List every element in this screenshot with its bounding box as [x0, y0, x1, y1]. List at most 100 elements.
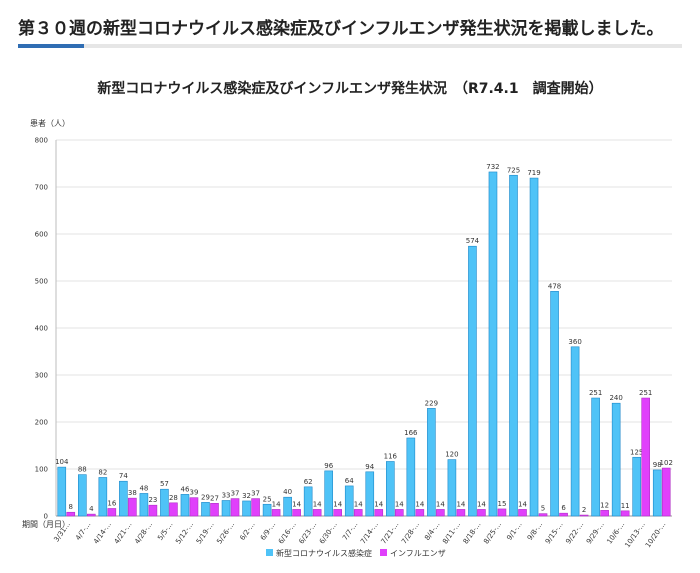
- covid-bar: [406, 437, 416, 517]
- x-tick-label: 5/5-...: [156, 521, 174, 542]
- covid-value-label: 40: [283, 488, 292, 496]
- flu-value-label: 37: [251, 490, 260, 498]
- flu-value-label: 14: [436, 500, 445, 508]
- covid-value-label: 229: [425, 399, 438, 407]
- covid-value-label: 360: [568, 338, 581, 346]
- flu-bar: [538, 513, 548, 517]
- flu-bar: [292, 509, 301, 517]
- heading-divider-accent: [18, 44, 84, 48]
- flu-bar: [620, 510, 630, 517]
- flu-value-label: 11: [621, 502, 630, 510]
- covid-bar: [78, 474, 87, 517]
- covid-bar: [550, 291, 559, 517]
- flu-bar: [415, 509, 425, 517]
- flu-bar: [477, 509, 486, 517]
- covid-bar: [303, 486, 313, 517]
- x-tick-label: 9/1-...: [505, 521, 523, 542]
- covid-bar: [242, 500, 251, 517]
- x-tick-label: 9/15-...: [544, 521, 565, 546]
- legend-label-covid: 新型コロナウイルス感染症: [276, 548, 372, 558]
- flu-value-label: 14: [292, 500, 301, 508]
- x-tick-label: 6/16-...: [277, 521, 298, 546]
- covid-bar: [611, 402, 621, 517]
- flu-value-label: 14: [354, 500, 363, 508]
- covid-value-label: 719: [527, 169, 540, 177]
- flu-value-label: 14: [374, 500, 383, 508]
- flu-value-label: 14: [477, 500, 486, 508]
- flu-bar: [497, 508, 507, 517]
- flu-value-label: 39: [190, 489, 199, 497]
- y-tick-label: 0: [44, 513, 48, 521]
- covid-bar: [344, 485, 354, 517]
- x-tick-label: 6/30-...: [318, 521, 339, 546]
- flu-bar: [641, 397, 651, 517]
- x-tick-label: 8/4-...: [423, 521, 441, 542]
- flu-value-label: 6: [561, 504, 566, 512]
- covid-bar: [488, 171, 498, 517]
- flu-bar: [374, 509, 384, 517]
- covid-bar: [283, 496, 292, 517]
- y-tick-label: 200: [35, 419, 48, 427]
- flu-value-label: 16: [107, 499, 116, 507]
- flu-bar: [559, 512, 568, 517]
- flu-value-label: 8: [69, 503, 73, 511]
- x-tick-label: 7/28-...: [400, 521, 421, 546]
- flu-bar: [251, 498, 260, 517]
- covid-bar: [57, 466, 67, 517]
- flu-bar: [271, 509, 281, 517]
- covid-value-label: 48: [139, 484, 148, 492]
- covid-value-label: 120: [445, 451, 458, 459]
- x-tick-label: 5/26-...: [215, 521, 236, 546]
- covid-value-label: 64: [345, 477, 354, 485]
- covid-value-label: 166: [404, 429, 418, 437]
- x-tick-label: 6/23-...: [297, 521, 318, 546]
- flu-value-label: 14: [272, 500, 281, 508]
- covid-bar: [262, 503, 272, 517]
- flu-value-label: 14: [395, 500, 404, 508]
- x-tick-label: 4/28-...: [133, 521, 154, 546]
- covid-bar: [652, 469, 662, 517]
- x-tick-label: 6/9-...: [259, 521, 277, 542]
- y-tick-label: 800: [35, 137, 48, 145]
- y-axis-title: 患者（人）: [30, 118, 70, 128]
- covid-value-label: 57: [160, 480, 169, 488]
- flu-value-label: 2: [582, 506, 586, 514]
- covid-bar: [385, 461, 395, 517]
- legend-label-flu: インフルエンザ: [390, 549, 446, 558]
- flu-bar: [353, 509, 363, 517]
- legend-swatch-flu: [380, 549, 387, 556]
- flu-bar: [128, 497, 137, 517]
- y-tick-label: 300: [35, 372, 48, 380]
- x-tick-label: 9/8-...: [526, 521, 544, 542]
- covid-value-label: 32: [242, 492, 251, 500]
- covid-bar: [529, 177, 539, 517]
- covid-value-label: 732: [486, 163, 499, 171]
- x-tick-label: 7/14-...: [359, 521, 380, 546]
- covid-value-label: 29: [201, 493, 210, 501]
- covid-value-label: 125: [630, 448, 643, 456]
- flu-value-label: 12: [600, 501, 609, 509]
- flu-bar: [66, 511, 76, 517]
- flu-bar: [230, 498, 240, 517]
- covid-value-label: 74: [119, 472, 128, 480]
- covid-bar: [509, 174, 518, 517]
- x-tick-label: 6/2-...: [238, 521, 256, 542]
- y-tick-label: 100: [35, 466, 48, 474]
- covid-value-label: 116: [384, 452, 398, 460]
- covid-bar: [324, 470, 334, 517]
- x-tick-label: 4/21-...: [113, 521, 134, 546]
- covid-value-label: 25: [263, 495, 272, 503]
- x-tick-label: 4/14-...: [92, 521, 113, 546]
- covid-bar: [98, 477, 108, 517]
- covid-value-label: 251: [589, 389, 602, 397]
- x-tick-label: 7/7-...: [341, 521, 359, 542]
- flu-value-label: 14: [313, 500, 322, 508]
- covid-bar: [468, 245, 477, 517]
- x-tick-label: 8/18-...: [462, 521, 483, 546]
- y-tick-label: 700: [35, 184, 48, 192]
- covid-value-label: 104: [55, 458, 69, 466]
- flu-value-label: 14: [456, 500, 465, 508]
- covid-value-label: 82: [98, 468, 107, 476]
- covid-bar: [139, 493, 149, 517]
